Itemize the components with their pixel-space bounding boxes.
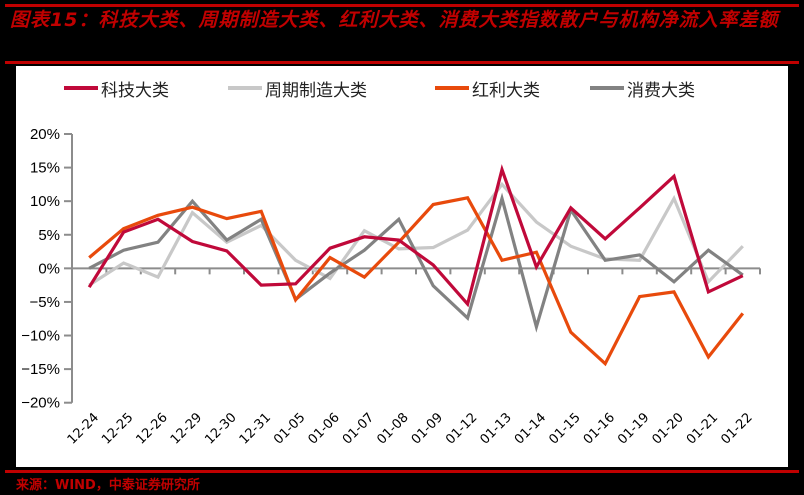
legend-swatch-consumer: [590, 86, 624, 90]
legend-item-dividend[interactable]: 红利大类: [435, 76, 540, 101]
svg-text:12-25: 12-25: [99, 410, 136, 447]
y-axis: 20% 15% 10% 5% 0% −5% −10% −15% −20%: [21, 126, 73, 412]
svg-text:01-08: 01-08: [374, 410, 411, 447]
svg-text:01-22: 01-22: [718, 410, 755, 447]
legend-item-consumer[interactable]: 消费大类: [590, 76, 695, 101]
svg-text:−10%: −10%: [21, 328, 60, 345]
top-rule: [5, 4, 799, 7]
svg-text:01-14: 01-14: [512, 410, 549, 447]
svg-text:01-16: 01-16: [581, 410, 618, 447]
svg-text:01-13: 01-13: [478, 410, 515, 447]
svg-text:10%: 10%: [30, 193, 60, 210]
svg-text:−20%: −20%: [21, 395, 60, 412]
svg-text:01-12: 01-12: [443, 410, 480, 447]
svg-text:20%: 20%: [30, 126, 60, 143]
svg-text:01-15: 01-15: [546, 410, 583, 447]
svg-text:12-24: 12-24: [65, 410, 102, 447]
series-line-dividend: [88, 196, 745, 367]
legend-swatch-dividend: [435, 86, 469, 90]
svg-text:12-31: 12-31: [237, 410, 274, 447]
title-bottom-rule: [5, 61, 799, 64]
svg-text:01-07: 01-07: [340, 410, 377, 447]
legend-item-tech[interactable]: 科技大类: [64, 76, 169, 101]
svg-text:12-26: 12-26: [134, 410, 171, 447]
legend-item-cyclical[interactable]: 周期制造大类: [228, 76, 367, 101]
figure-title: 图表15：科技大类、周期制造大类、红利大类、消费大类指数散户与机构净流入率差额: [10, 9, 779, 31]
legend-label: 消费大类: [627, 80, 695, 101]
legend-swatch-tech: [64, 86, 98, 90]
source-note: 来源：WIND，中泰证券研究所: [16, 478, 200, 493]
svg-text:12-30: 12-30: [202, 410, 239, 447]
svg-text:01-19: 01-19: [615, 410, 652, 447]
svg-text:01-09: 01-09: [409, 410, 446, 447]
svg-text:01-20: 01-20: [650, 410, 687, 447]
series-line-tech: [87, 164, 744, 308]
series-line-consumer: [88, 192, 744, 333]
chart-panel: 科技大类 周期制造大类 红利大类 消费大类 20% 15% 10% 5% 0% −5% −1…: [16, 66, 788, 467]
svg-text:−5%: −5%: [30, 294, 60, 311]
line-chart: 20%15%10%5%0%−5%−10%−15%−20% 12-2412-251…: [21, 126, 761, 448]
svg-text:0%: 0%: [38, 260, 60, 277]
legend-label: 红利大类: [472, 80, 540, 101]
svg-text:15%: 15%: [30, 160, 60, 177]
svg-text:01-05: 01-05: [271, 410, 308, 447]
svg-text:12-29: 12-29: [168, 410, 205, 447]
legend-label: 周期制造大类: [265, 80, 367, 101]
legend-label: 科技大类: [101, 80, 169, 101]
legend-swatch-cyclical: [228, 86, 262, 90]
svg-text:01-06: 01-06: [306, 410, 343, 447]
svg-text:01-21: 01-21: [684, 410, 721, 447]
svg-text:−15%: −15%: [21, 361, 60, 378]
series-line-cyclical: [88, 181, 744, 287]
legend: 科技大类 周期制造大类 红利大类 消费大类: [16, 66, 788, 112]
series-lines: [87, 164, 745, 367]
svg-text:5%: 5%: [38, 227, 60, 244]
footer-rule: [5, 470, 799, 473]
